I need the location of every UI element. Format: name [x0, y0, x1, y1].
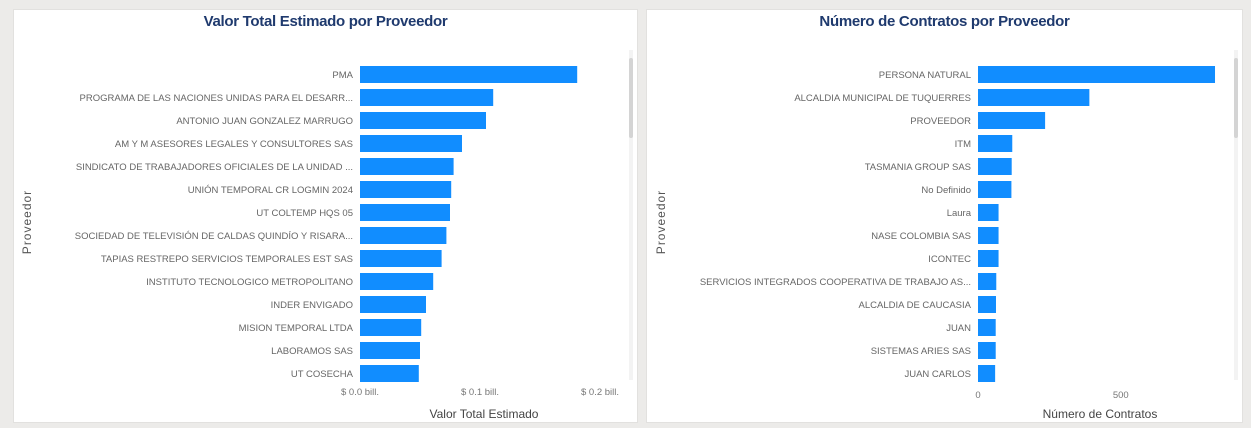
- bar[interactable]: [978, 342, 996, 359]
- bar[interactable]: [978, 227, 999, 244]
- bar[interactable]: [360, 273, 434, 290]
- bar[interactable]: [978, 273, 997, 290]
- scrollbar-thumb[interactable]: [629, 58, 633, 138]
- category-label: JUAN CARLOS: [904, 369, 971, 380]
- bar[interactable]: [360, 227, 447, 244]
- category-label: Laura: [947, 208, 972, 219]
- category-label: PERSONA NATURAL: [879, 70, 971, 81]
- bar[interactable]: [360, 181, 452, 198]
- x-tick-label: 0: [975, 390, 980, 401]
- bar[interactable]: [360, 135, 462, 152]
- category-label: ICONTEC: [928, 254, 971, 265]
- scrollbar[interactable]: [1234, 50, 1238, 380]
- category-label: INSTITUTO TECNOLOGICO METROPOLITANO: [146, 277, 353, 288]
- chart-panel-contratos: Número de Contratos por Proveedor Provee…: [646, 9, 1243, 423]
- bar[interactable]: [978, 158, 1012, 175]
- bar[interactable]: [978, 296, 996, 313]
- scrollbar-thumb[interactable]: [1234, 58, 1238, 138]
- bar[interactable]: [360, 319, 422, 336]
- category-label: SISTEMAS ARIES SAS: [871, 346, 971, 357]
- bar[interactable]: [360, 89, 494, 106]
- category-label: NASE COLOMBIA SAS: [871, 231, 971, 242]
- category-label: TAPIAS RESTREPO SERVICIOS TEMPORALES EST…: [101, 254, 353, 265]
- category-label: ALCALDIA DE CAUCASIA: [859, 300, 972, 311]
- category-label: LABORAMOS SAS: [271, 346, 353, 357]
- bar[interactable]: [360, 158, 454, 175]
- bar-chart-valor: PMA PROGRAMA DE LAS NACIONES UNIDAS PARA …: [75, 66, 619, 398]
- bar[interactable]: [978, 181, 1012, 198]
- category-label: SOCIEDAD DE TELEVISIÓN DE CALDAS QUINDÍO…: [75, 231, 353, 242]
- bar-chart-contratos: PERSONA NATURAL ALCALDIA MUNICIPAL DE TUQ…: [700, 66, 1216, 401]
- x-tick-label: $ 0.2 bill.: [581, 387, 619, 398]
- bar[interactable]: [978, 89, 1090, 106]
- x-tick-label: $ 0.0 bill.: [341, 387, 379, 398]
- category-label: ITM: [955, 139, 971, 150]
- bar[interactable]: [360, 365, 419, 382]
- category-label: TASMANIA GROUP SAS: [865, 162, 971, 173]
- category-label: AM Y M ASESORES LEGALES Y CONSULTORES SA…: [115, 139, 353, 150]
- category-label: ALCALDIA MUNICIPAL DE TUQUERRES: [794, 93, 971, 104]
- x-tick-label: 500: [1113, 390, 1129, 401]
- category-label: MISION TEMPORAL LTDA: [239, 323, 354, 334]
- x-axis-label: Valor Total Estimado: [429, 407, 539, 421]
- bar[interactable]: [978, 112, 1046, 129]
- bar[interactable]: [978, 135, 1013, 152]
- scrollbar[interactable]: [629, 50, 633, 380]
- category-label: PMA: [332, 70, 353, 81]
- bar[interactable]: [360, 66, 578, 83]
- category-label: INDER ENVIGADO: [271, 300, 353, 311]
- category-label: UT COLTEMP HQS 05: [256, 208, 353, 219]
- bar[interactable]: [978, 250, 999, 267]
- chart-title: Número de Contratos por Proveedor: [819, 13, 1070, 30]
- x-axis-label: Número de Contratos: [1042, 407, 1158, 421]
- bar[interactable]: [978, 204, 999, 221]
- bar[interactable]: [978, 319, 996, 336]
- category-label: JUAN: [946, 323, 971, 334]
- chart-title: Valor Total Estimado por Proveedor: [203, 13, 448, 30]
- bar[interactable]: [360, 250, 442, 267]
- chart-panel-valor: Valor Total Estimado por Proveedor Prove…: [13, 9, 638, 423]
- bar[interactable]: [360, 112, 486, 129]
- bar[interactable]: [978, 365, 996, 382]
- bar[interactable]: [360, 342, 420, 359]
- bar[interactable]: [978, 66, 1216, 83]
- category-label: SINDICATO DE TRABAJADORES OFICIALES DE L…: [76, 162, 353, 173]
- bar[interactable]: [360, 296, 426, 313]
- category-label: UNIÓN TEMPORAL CR LOGMIN 2024: [188, 185, 353, 196]
- category-label: No Definido: [921, 185, 971, 196]
- category-label: UT COSECHA: [291, 369, 354, 380]
- x-tick-label: $ 0.1 bill.: [461, 387, 499, 398]
- category-label: SERVICIOS INTEGRADOS COOPERATIVA DE TRAB…: [700, 277, 971, 288]
- category-label: PROVEEDOR: [910, 116, 971, 127]
- bar[interactable]: [360, 204, 450, 221]
- category-label: ANTONIO JUAN GONZALEZ MARRUGO: [176, 116, 353, 127]
- category-label: PROGRAMA DE LAS NACIONES UNIDAS PARA EL …: [80, 93, 353, 104]
